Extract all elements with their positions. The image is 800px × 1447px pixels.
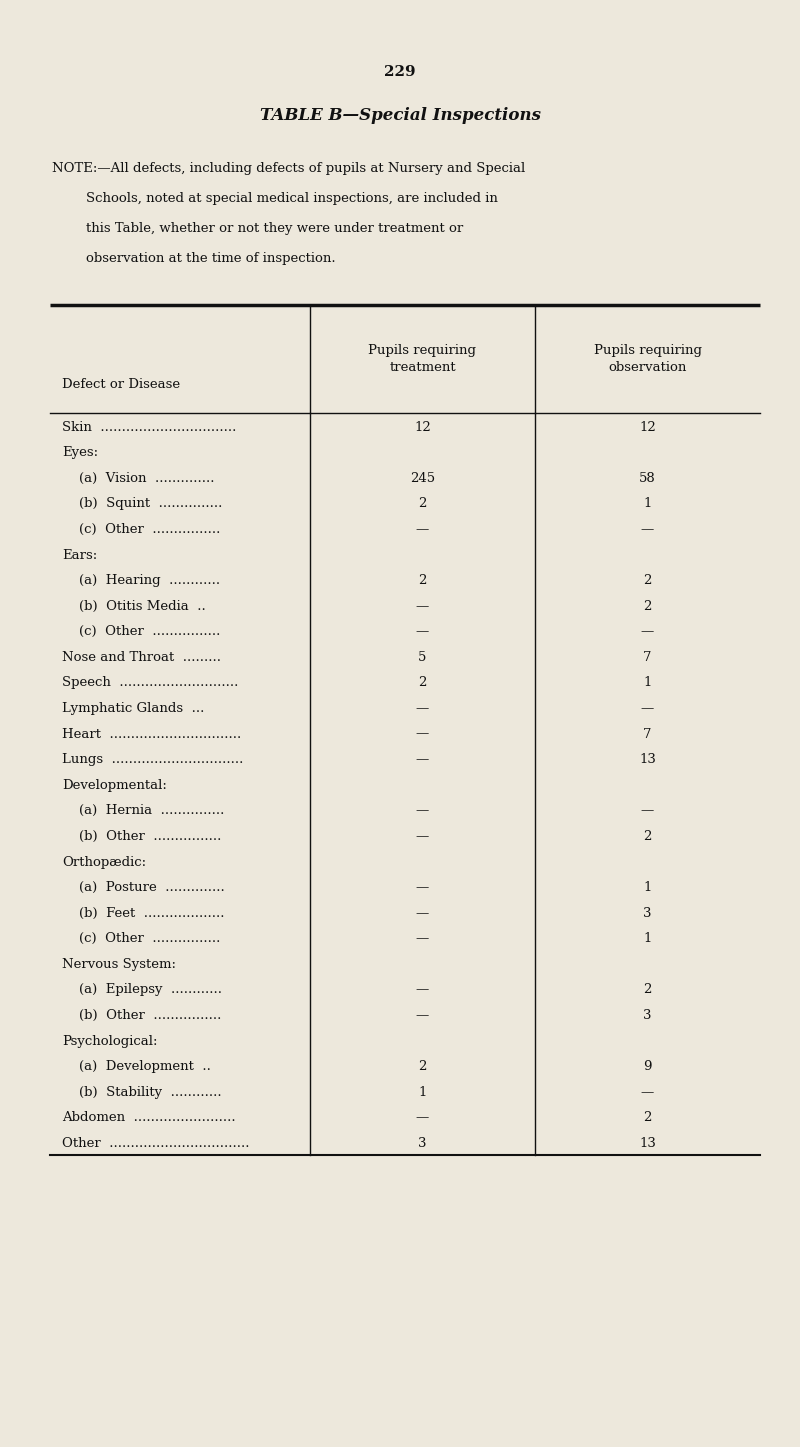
Text: (b)  Other  ................: (b) Other ................: [62, 831, 222, 844]
Text: —: —: [416, 702, 429, 715]
Text: Heart  ...............................: Heart ...............................: [62, 728, 242, 741]
Text: (a)  Hernia  ...............: (a) Hernia ...............: [62, 805, 224, 818]
Text: —: —: [641, 702, 654, 715]
Text: TABLE B—Special Inspections: TABLE B—Special Inspections: [259, 107, 541, 123]
Text: 229: 229: [384, 65, 416, 80]
Text: 2: 2: [643, 984, 652, 997]
Text: 12: 12: [414, 421, 431, 434]
Text: Speech  ............................: Speech ............................: [62, 676, 238, 689]
Text: (b)  Other  ................: (b) Other ................: [62, 1009, 222, 1022]
Text: —: —: [416, 522, 429, 535]
Text: —: —: [641, 805, 654, 818]
Text: Pupils requiring
treatment: Pupils requiring treatment: [369, 344, 477, 373]
Text: Nervous System:: Nervous System:: [62, 958, 176, 971]
Text: 7: 7: [643, 728, 652, 741]
Text: 2: 2: [418, 574, 426, 587]
Text: 2: 2: [643, 574, 652, 587]
Text: —: —: [416, 625, 429, 638]
Text: —: —: [641, 1085, 654, 1098]
Text: —: —: [641, 522, 654, 535]
Text: —: —: [416, 805, 429, 818]
Text: 1: 1: [643, 881, 652, 894]
Text: (a)  Hearing  ............: (a) Hearing ............: [62, 574, 220, 587]
Text: Ears:: Ears:: [62, 548, 98, 561]
Text: 2: 2: [643, 1111, 652, 1124]
Text: 2: 2: [643, 599, 652, 612]
Text: NOTE:—All defects, including defects of pupils at Nursery and Special: NOTE:—All defects, including defects of …: [52, 162, 526, 175]
Text: 2: 2: [418, 498, 426, 511]
Text: 1: 1: [643, 676, 652, 689]
Text: 2: 2: [418, 1061, 426, 1074]
Text: —: —: [416, 728, 429, 741]
Text: —: —: [416, 907, 429, 920]
Text: 245: 245: [410, 472, 435, 485]
Text: (a)  Epilepsy  ............: (a) Epilepsy ............: [62, 984, 222, 997]
Text: Lungs  ...............................: Lungs ...............................: [62, 754, 243, 767]
Text: Abdomen  ........................: Abdomen ........................: [62, 1111, 236, 1124]
Text: 13: 13: [639, 754, 656, 767]
Text: observation at the time of inspection.: observation at the time of inspection.: [52, 252, 336, 265]
Text: (b)  Feet  ...................: (b) Feet ...................: [62, 907, 225, 920]
Text: —: —: [416, 599, 429, 612]
Text: —: —: [416, 1009, 429, 1022]
Text: (b)  Otitis Media  ..: (b) Otitis Media ..: [62, 599, 206, 612]
Text: —: —: [416, 754, 429, 767]
Text: 5: 5: [418, 651, 426, 664]
Text: (c)  Other  ................: (c) Other ................: [62, 932, 220, 945]
Text: —: —: [641, 625, 654, 638]
Text: 3: 3: [643, 1009, 652, 1022]
Text: Pupils requiring
observation: Pupils requiring observation: [594, 344, 702, 373]
Text: Other  .................................: Other .................................: [62, 1137, 250, 1150]
Text: (c)  Other  ................: (c) Other ................: [62, 625, 220, 638]
Text: —: —: [416, 831, 429, 844]
Text: this Table, whether or not they were under treatment or: this Table, whether or not they were und…: [52, 221, 463, 234]
Text: (b)  Stability  ............: (b) Stability ............: [62, 1085, 222, 1098]
Text: Defect or Disease: Defect or Disease: [62, 379, 180, 392]
Text: 1: 1: [643, 932, 652, 945]
Text: (a)  Vision  ..............: (a) Vision ..............: [62, 472, 214, 485]
Text: —: —: [416, 984, 429, 997]
Text: Orthopædic:: Orthopædic:: [62, 855, 146, 868]
Text: 3: 3: [418, 1137, 426, 1150]
Text: Skin  ................................: Skin ................................: [62, 421, 236, 434]
Text: 2: 2: [643, 831, 652, 844]
Text: (b)  Squint  ...............: (b) Squint ...............: [62, 498, 222, 511]
Text: 58: 58: [639, 472, 656, 485]
Text: Psychological:: Psychological:: [62, 1035, 158, 1048]
Text: (c)  Other  ................: (c) Other ................: [62, 522, 220, 535]
Text: 13: 13: [639, 1137, 656, 1150]
Text: (a)  Development  ..: (a) Development ..: [62, 1061, 211, 1074]
Text: —: —: [416, 932, 429, 945]
Text: 3: 3: [643, 907, 652, 920]
Text: 7: 7: [643, 651, 652, 664]
Text: Eyes:: Eyes:: [62, 446, 98, 459]
Text: —: —: [416, 1111, 429, 1124]
Text: 2: 2: [418, 676, 426, 689]
Text: Developmental:: Developmental:: [62, 778, 167, 792]
Text: (a)  Posture  ..............: (a) Posture ..............: [62, 881, 225, 894]
Text: 12: 12: [639, 421, 656, 434]
Text: 1: 1: [643, 498, 652, 511]
Text: Lymphatic Glands  ...: Lymphatic Glands ...: [62, 702, 204, 715]
Text: 1: 1: [418, 1085, 426, 1098]
Text: —: —: [416, 881, 429, 894]
Text: Nose and Throat  .........: Nose and Throat .........: [62, 651, 221, 664]
Text: 9: 9: [643, 1061, 652, 1074]
Text: Schools, noted at special medical inspections, are included in: Schools, noted at special medical inspec…: [52, 192, 498, 205]
